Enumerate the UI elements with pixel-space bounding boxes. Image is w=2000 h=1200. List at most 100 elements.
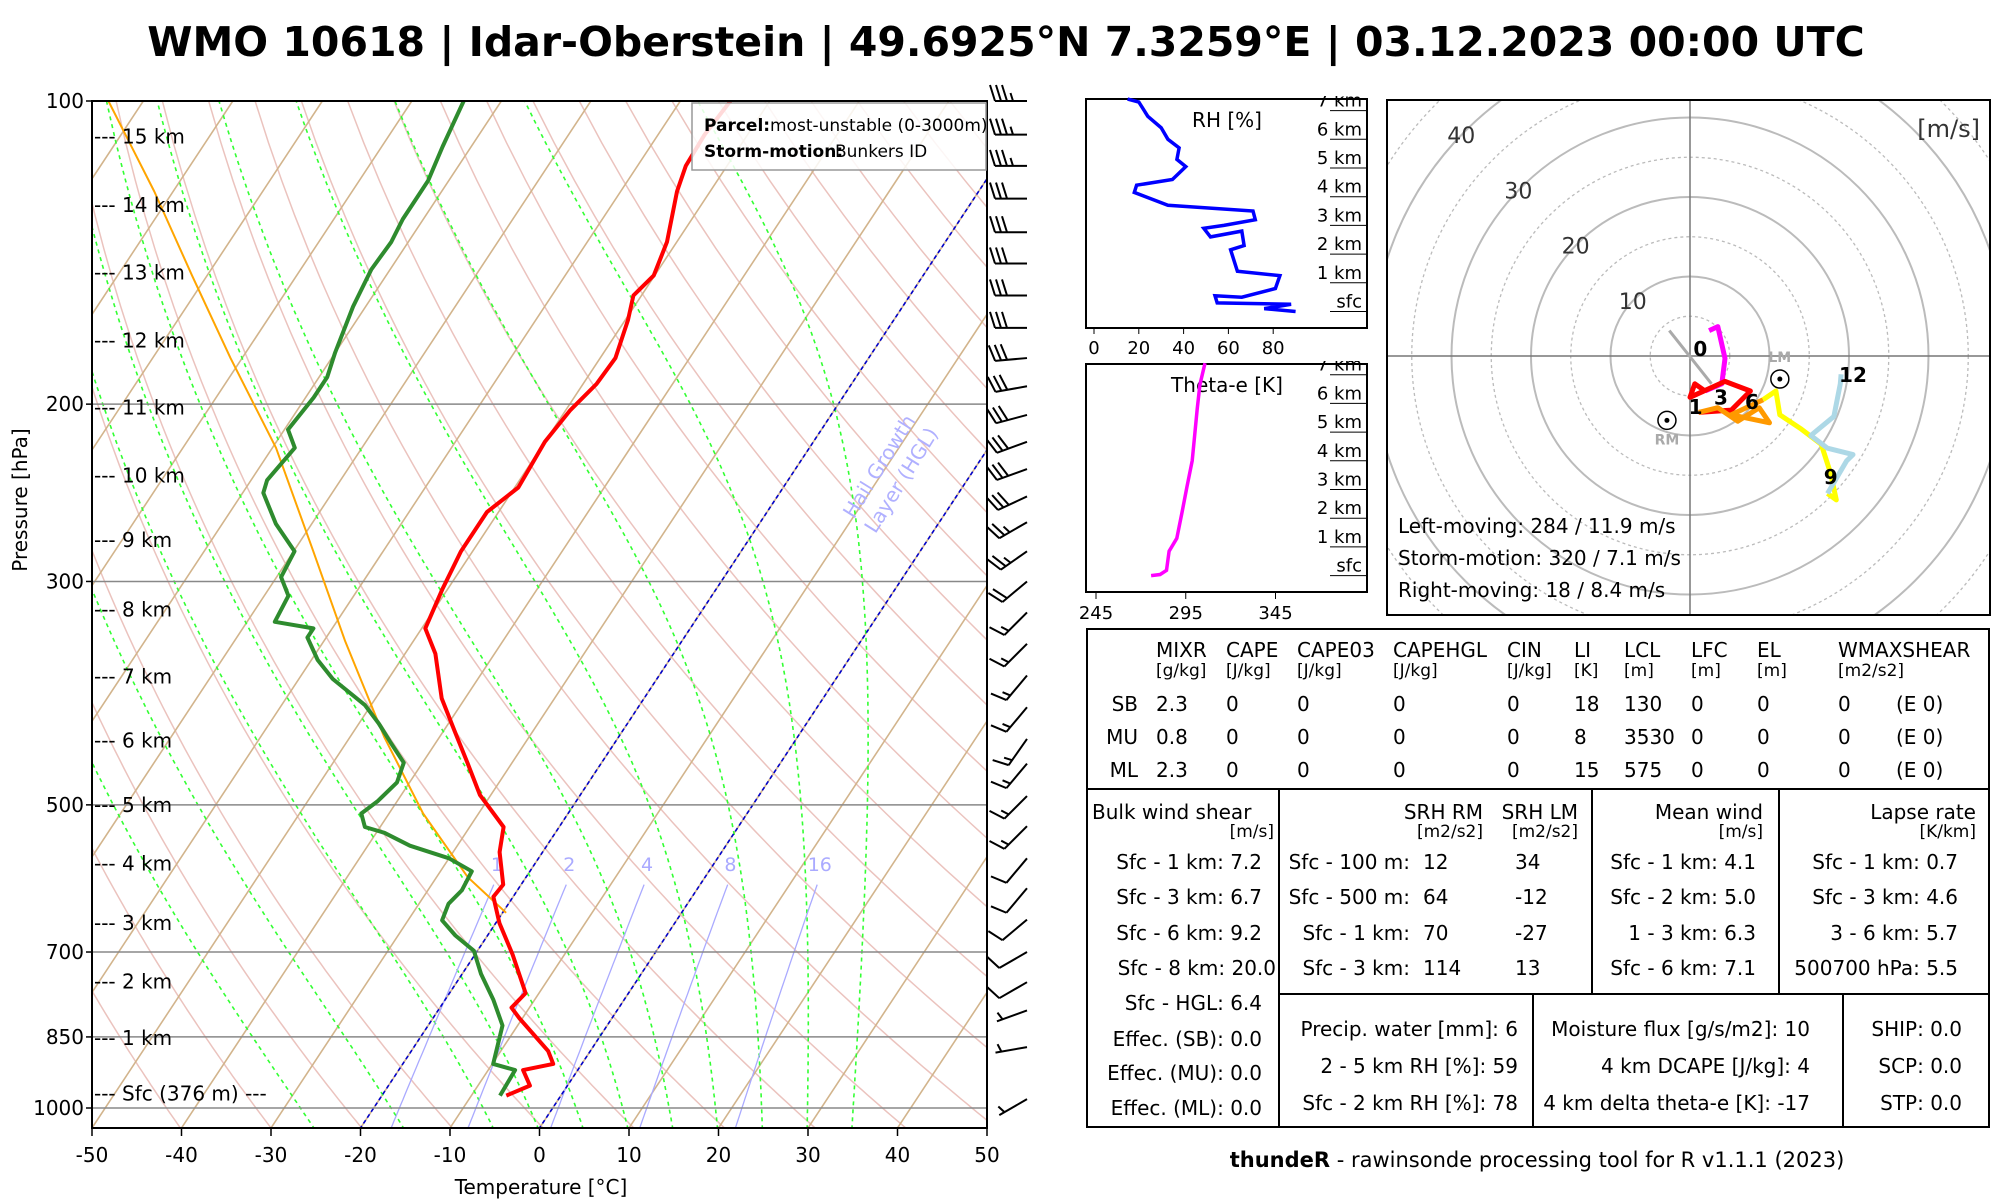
- dry-adiabat: [578, 101, 987, 641]
- flux-value: 4 km DCAPE [J/kg]: 4: [1601, 1054, 1810, 1078]
- panel-height-label: 5 km: [1317, 412, 1362, 433]
- barb-staff: [1005, 887, 1028, 914]
- wind-barb: [986, 405, 1028, 425]
- barb-half-tick: [1000, 626, 1010, 632]
- table-cell: 0: [1297, 692, 1310, 716]
- barb-tick: [985, 466, 998, 481]
- x-tick-label: 80: [1262, 338, 1285, 359]
- wind-barb: [990, 762, 1028, 790]
- divider: [1088, 788, 1988, 790]
- moist-adiabat: [92, 223, 539, 1128]
- barb-tick: [985, 438, 998, 454]
- wind-barb: [986, 550, 1028, 571]
- panel-height-label: 7 km: [1317, 361, 1362, 376]
- x-tick-label: -50: [76, 1143, 109, 1167]
- lapse-rate-unit: [K/km]: [1919, 822, 1976, 842]
- moist-adiabat: [156, 101, 629, 1128]
- barb-staff: [1001, 580, 1028, 603]
- barb-tick: [986, 955, 1000, 969]
- mean-wind-value: Sfc - 1 km: 4.1: [1610, 850, 1756, 874]
- table-cell: 0: [1757, 725, 1770, 749]
- wind-barb: [990, 857, 1028, 884]
- isotherm: [92, 101, 592, 859]
- bulk-shear-unit: [m/s]: [1229, 822, 1274, 842]
- barb-tick: [992, 588, 1008, 600]
- height-label: --- 5 km: [94, 793, 172, 817]
- pressure-tick-label: 1000: [33, 1096, 84, 1120]
- barb-tick: [989, 182, 996, 199]
- dry-adiabat: [115, 101, 726, 1128]
- rh-line: [1127, 97, 1296, 314]
- barb-tick: [995, 279, 1002, 296]
- footer-text: - rawinsonde processing tool for R v1.1.…: [1330, 1148, 1845, 1172]
- x-tick-label: 10: [616, 1143, 641, 1167]
- barb-staff: [998, 951, 1028, 969]
- table-unit: [m]: [1624, 661, 1654, 681]
- table-header: CIN: [1507, 638, 1542, 662]
- srh-lm-value: 34: [1515, 850, 1541, 874]
- composite-index-value: SCP: 0.0: [1878, 1054, 1962, 1078]
- table-cell: 0: [1226, 692, 1239, 716]
- height-label: --- 11 km: [94, 395, 185, 419]
- mean-wind-value: Sfc - 2 km: 5.0: [1610, 885, 1756, 909]
- wind-barb: [989, 825, 1028, 850]
- barb-tick: [992, 406, 1003, 423]
- bulk-shear-value: Sfc - HGL: 6.4: [1124, 991, 1262, 1015]
- isotherm: [180, 101, 860, 1128]
- x-tick-label: -40: [165, 1143, 198, 1167]
- barb-staff: [1005, 762, 1028, 789]
- footer-brand: thundeR: [1229, 1148, 1331, 1172]
- table-cell-effective: (E 0): [1896, 725, 1944, 749]
- wind-barb: [989, 311, 1027, 329]
- storm-motion-label: LM: [1768, 350, 1791, 366]
- mean-wind-value: 1 - 3 km: 6.3: [1628, 921, 1756, 945]
- x-tick-label: -10: [434, 1143, 467, 1167]
- moisture-value: Sfc - 2 km RH [%]: 78: [1302, 1091, 1518, 1115]
- srh-rm-value: 12: [1423, 850, 1449, 874]
- table-row-label: SB: [1111, 692, 1138, 716]
- flux-value: 4 km delta theta-e [K]: -17: [1543, 1091, 1810, 1115]
- barb-tick: [990, 875, 1007, 884]
- hodograph-ring-label: 10: [1619, 290, 1647, 315]
- x-tick-label: 0: [1088, 338, 1099, 359]
- barb-half-tick: [1003, 756, 1013, 762]
- table-cell: 0: [1393, 692, 1406, 716]
- height-label: --- 15 km: [94, 125, 185, 149]
- pressure-tick-label: 850: [46, 1025, 84, 1049]
- barb-tick: [991, 494, 1005, 509]
- wind-barb: [989, 611, 1028, 636]
- wind-barb: [989, 795, 1028, 820]
- wind-barb: [987, 580, 1028, 603]
- table-cell: 575: [1624, 758, 1663, 782]
- wind-barb: [990, 674, 1028, 701]
- legend-box: Parcel: most-unstable (0-3000m) Storm-mo…: [691, 102, 988, 171]
- wind-barb: [986, 981, 1028, 1000]
- table-cell-effective: (E 0): [1896, 692, 1944, 716]
- hodograph-ring-label: 30: [1504, 179, 1532, 204]
- mean-wind-value: Sfc - 6 km: 7.1: [1610, 956, 1756, 980]
- srh-row-label: Sfc - 500 m:: [1288, 885, 1410, 909]
- srh-lm-value: 13: [1515, 956, 1541, 980]
- barb-tick: [986, 526, 1000, 539]
- x-tick-label: 0: [533, 1143, 546, 1167]
- rh-frame: [1085, 98, 1368, 329]
- height-label: --- 7 km: [94, 665, 172, 689]
- table-row-label: MU: [1106, 725, 1138, 749]
- isotherm-0c: [538, 448, 987, 1128]
- panel-height-label: 3 km: [1317, 205, 1362, 226]
- height-label: --- 13 km: [94, 260, 185, 284]
- srh-row-label: Sfc - 100 m:: [1288, 850, 1410, 874]
- mixing-ratio-line: [639, 884, 729, 1128]
- table-cell: 8: [1574, 725, 1587, 749]
- barb-tick: [1001, 149, 1008, 167]
- divider: [1278, 993, 1988, 995]
- wind-barb: [989, 215, 1027, 234]
- storm-motion-marker-dot: [1664, 417, 1670, 423]
- barb-tick: [989, 118, 996, 135]
- table-unit: [J/kg]: [1507, 661, 1552, 681]
- table-header: LFC: [1691, 638, 1728, 662]
- barb-staff: [1005, 706, 1028, 733]
- storm-motion-info: Left-moving: 284 / 11.9 m/s: [1398, 514, 1676, 538]
- y-axis-label: Pressure [hPa]: [8, 428, 32, 571]
- barb-tick: [1001, 118, 1008, 135]
